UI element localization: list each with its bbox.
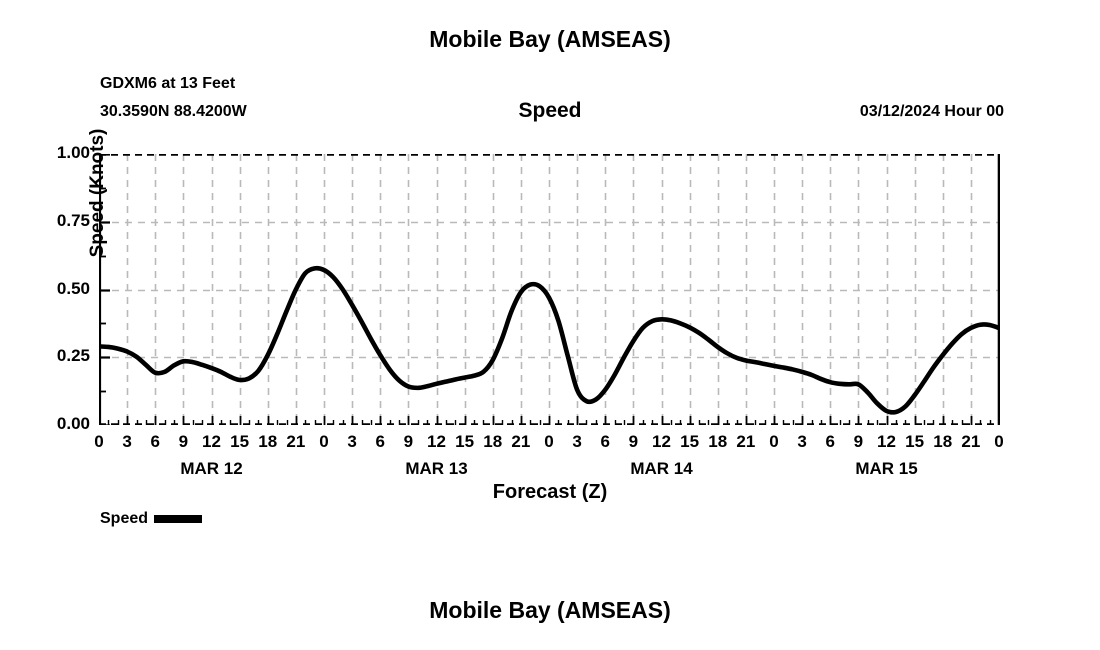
x-axis-tick-label: 21 (736, 432, 756, 451)
x-axis-tick-label: 15 (230, 432, 250, 451)
x-axis-tick-label: 3 (122, 432, 132, 451)
legend-line-swatch (154, 515, 203, 523)
x-axis-tick-label: 9 (178, 432, 189, 451)
x-axis-day-label: MAR 13 (405, 459, 468, 478)
x-axis-tick-label: 6 (825, 432, 835, 451)
model-run-time: 03/12/2024 Hour 00 (859, 103, 1004, 120)
x-axis-tick-label: 12 (877, 432, 896, 451)
legend: Speed (100, 510, 203, 528)
y-axis-tick-label: 1.00 (56, 143, 90, 162)
legend-label: Speed (100, 510, 149, 527)
x-axis-tick-label: 12 (652, 432, 671, 451)
x-axis-tick-label: 0 (94, 432, 104, 451)
x-axis-tick-label: 18 (933, 432, 953, 451)
x-axis-tick-label: 18 (708, 432, 728, 451)
x-axis-tick-label: 0 (769, 432, 779, 451)
x-axis-tick-label: 18 (483, 432, 503, 451)
x-axis-tick-label: 12 (427, 432, 446, 451)
y-axis-tick-label: 0.75 (56, 210, 90, 230)
page-title: Mobile Bay (AMSEAS) (429, 26, 671, 52)
y-axis-tick-label: 0.50 (56, 278, 90, 298)
coordinates-label: 30.3590N 88.4200W (100, 103, 247, 120)
x-axis-tick-label: 3 (347, 432, 357, 451)
x-axis-tick-label: 18 (258, 432, 278, 451)
x-axis-tick-label: 9 (403, 432, 414, 451)
x-axis-tick-label: 21 (961, 432, 981, 451)
y-axis-tick-label: 0.25 (56, 346, 90, 366)
x-axis-tick-label: 15 (680, 432, 700, 451)
x-axis-tick-label: 6 (375, 432, 385, 451)
plot-svg (99, 154, 1000, 425)
x-axis-tick-label: 9 (628, 432, 639, 451)
x-axis-tick-label: 21 (511, 432, 531, 451)
vertical-gridlines (126, 154, 973, 425)
x-axis-tick-label: 3 (797, 432, 807, 451)
chart-subtitle: Speed (518, 99, 582, 122)
x-axis-tick-label: 0 (994, 432, 1004, 451)
x-axis-tick-label: 9 (853, 432, 864, 451)
x-axis-day-label: MAR 15 (855, 459, 918, 478)
speed-series-line (99, 265, 1000, 415)
x-axis-tick-label: 15 (905, 432, 925, 451)
x-axis-day-label: MAR 12 (180, 459, 243, 478)
x-axis-tick-label: 12 (202, 432, 221, 451)
plot-area (99, 154, 1000, 425)
y-axis-tick-label: 0.00 (56, 414, 90, 433)
x-axis-tick-label: 6 (600, 432, 610, 451)
bottom-title: Mobile Bay (AMSEAS) (429, 597, 671, 623)
x-axis-tick-label: 15 (455, 432, 475, 451)
x-axis-title: Forecast (Z) (492, 481, 608, 503)
x-axis-tick-label: 0 (544, 432, 554, 451)
x-axis-tick-label: 3 (572, 432, 582, 451)
x-axis-tick-label: 21 (286, 432, 306, 451)
x-axis-day-label: MAR 14 (630, 459, 693, 478)
x-axis-tick-label: 6 (150, 432, 160, 451)
x-axis-tick-label: 0 (319, 432, 329, 451)
station-label: GDXM6 at 13 Feet (100, 75, 236, 92)
